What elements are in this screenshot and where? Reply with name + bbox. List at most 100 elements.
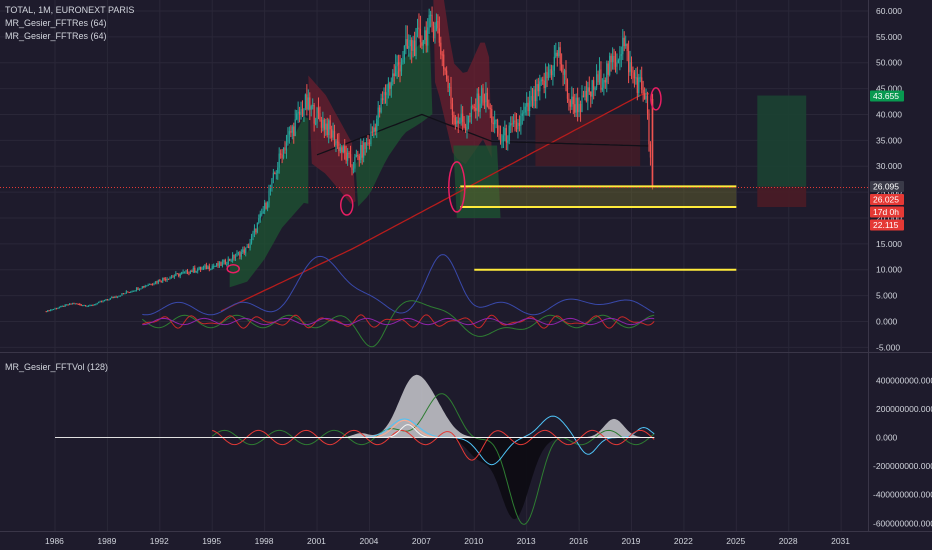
candle-body	[451, 103, 454, 116]
candle-body	[571, 96, 573, 107]
candle-body	[237, 252, 240, 254]
candle-body	[352, 168, 355, 170]
candle-body	[427, 27, 429, 46]
candle-body	[86, 306, 88, 308]
candle-body	[137, 287, 139, 290]
candle-body	[529, 100, 531, 112]
candle-body	[82, 305, 84, 307]
volume-axis-label: -600000000.000	[873, 518, 932, 528]
candle-body	[446, 70, 448, 79]
candle-body	[430, 14, 432, 16]
candle-body	[261, 213, 263, 215]
candle-body	[54, 308, 56, 310]
candle-body	[380, 98, 382, 113]
candle-body	[443, 54, 445, 69]
candle-body	[495, 120, 497, 122]
candle-body	[224, 260, 226, 265]
price-axis[interactable]: 60.000 55.000 50.000 45.000 40.000 35.000 30.0…	[876, 6, 902, 353]
candle-body	[568, 98, 570, 101]
candle-body	[57, 307, 59, 309]
candle-body	[457, 120, 459, 124]
candle-body	[355, 154, 357, 157]
candle-body	[130, 291, 132, 293]
candle-body	[610, 55, 612, 63]
candle-body	[230, 260, 232, 262]
candle-body	[162, 278, 164, 282]
candle-body	[342, 146, 344, 153]
price-axis-label: 25.000	[876, 187, 902, 197]
candle-body	[435, 20, 438, 30]
volume-line-white	[212, 424, 655, 438]
candle-body	[542, 79, 544, 81]
candle-body	[373, 127, 375, 133]
candle-body	[572, 96, 574, 105]
user-drawings[interactable]	[226, 87, 807, 274]
candle-body	[117, 296, 119, 298]
candle-body	[282, 147, 285, 158]
oscillator-purple	[142, 317, 655, 326]
candle-body	[496, 120, 499, 134]
candle-body	[371, 131, 373, 133]
candle-body	[233, 254, 235, 259]
indicator-legend-1[interactable]: MR_Gesier_FFTRes (64)	[5, 18, 107, 28]
candle-body	[307, 97, 309, 110]
candle-body	[374, 127, 376, 132]
candle-body	[335, 141, 337, 145]
candle-body	[476, 93, 478, 111]
main-pane[interactable]	[45, 0, 807, 348]
candle-body	[432, 25, 435, 39]
volume-axis[interactable]: 400000000.000 200000000.000 0.000 -20000000…	[873, 375, 932, 528]
candle-body	[89, 305, 91, 307]
candle-body	[122, 293, 125, 295]
candle-body	[121, 293, 123, 296]
symbol-title[interactable]: TOTAL, 1M, EURONEXT PARIS	[5, 5, 135, 15]
candle-body	[638, 77, 640, 93]
candle-body	[188, 273, 190, 275]
time-axis[interactable]: 1986 1989 1992 1995 1998 2001 2004 2007 2010 2013…	[45, 536, 850, 546]
circle-marker	[339, 194, 354, 216]
candle-body	[234, 256, 237, 259]
price-axis-label: -5.000	[876, 342, 900, 352]
price-axis-label: 50.000	[876, 58, 902, 68]
candle-body	[351, 165, 353, 170]
time-axis-label: 1995	[202, 536, 221, 546]
candle-body	[357, 154, 359, 157]
volume-negative-area	[451, 437, 559, 520]
candle-body	[620, 54, 622, 56]
time-axis-label: 1998	[255, 536, 274, 546]
candle-body	[402, 59, 404, 63]
candle-body	[144, 285, 146, 287]
candle-body	[623, 37, 625, 47]
circle-marker	[226, 263, 240, 274]
candle-body	[108, 299, 110, 301]
price-axis-label: 55.000	[876, 32, 902, 42]
candle-body	[208, 266, 210, 270]
candle-body	[127, 291, 129, 293]
candle-body	[499, 134, 502, 142]
candle-body	[194, 267, 196, 272]
candle-body	[304, 94, 307, 109]
volume-positive-area	[194, 374, 655, 438]
time-axis-label: 2022	[674, 536, 693, 546]
candle-body	[486, 92, 488, 107]
long-position-stop	[757, 186, 807, 208]
candle-body	[395, 66, 397, 76]
price-tags: 43.655 26.095 26.025 17d 0h 22.115	[870, 90, 904, 231]
time-axis-label: 1986	[45, 536, 64, 546]
candle-body	[508, 125, 510, 141]
candle-body	[415, 28, 417, 57]
volume-pane[interactable]	[55, 374, 655, 525]
candle-body	[441, 54, 443, 56]
candle-body	[584, 90, 586, 98]
candle-body	[211, 266, 213, 270]
candle-body	[214, 265, 216, 267]
candle-body	[265, 203, 267, 209]
candle-body	[268, 190, 270, 204]
fft-volume-indicator	[55, 374, 655, 525]
indicator-legend-2[interactable]: MR_Gesier_FFTRes (64)	[5, 31, 107, 41]
candle-body	[399, 64, 401, 72]
volume-indicator-legend[interactable]: MR_Gesier_FFTVol (128)	[5, 362, 109, 372]
candle-body	[274, 172, 276, 175]
candle-body	[271, 178, 273, 189]
